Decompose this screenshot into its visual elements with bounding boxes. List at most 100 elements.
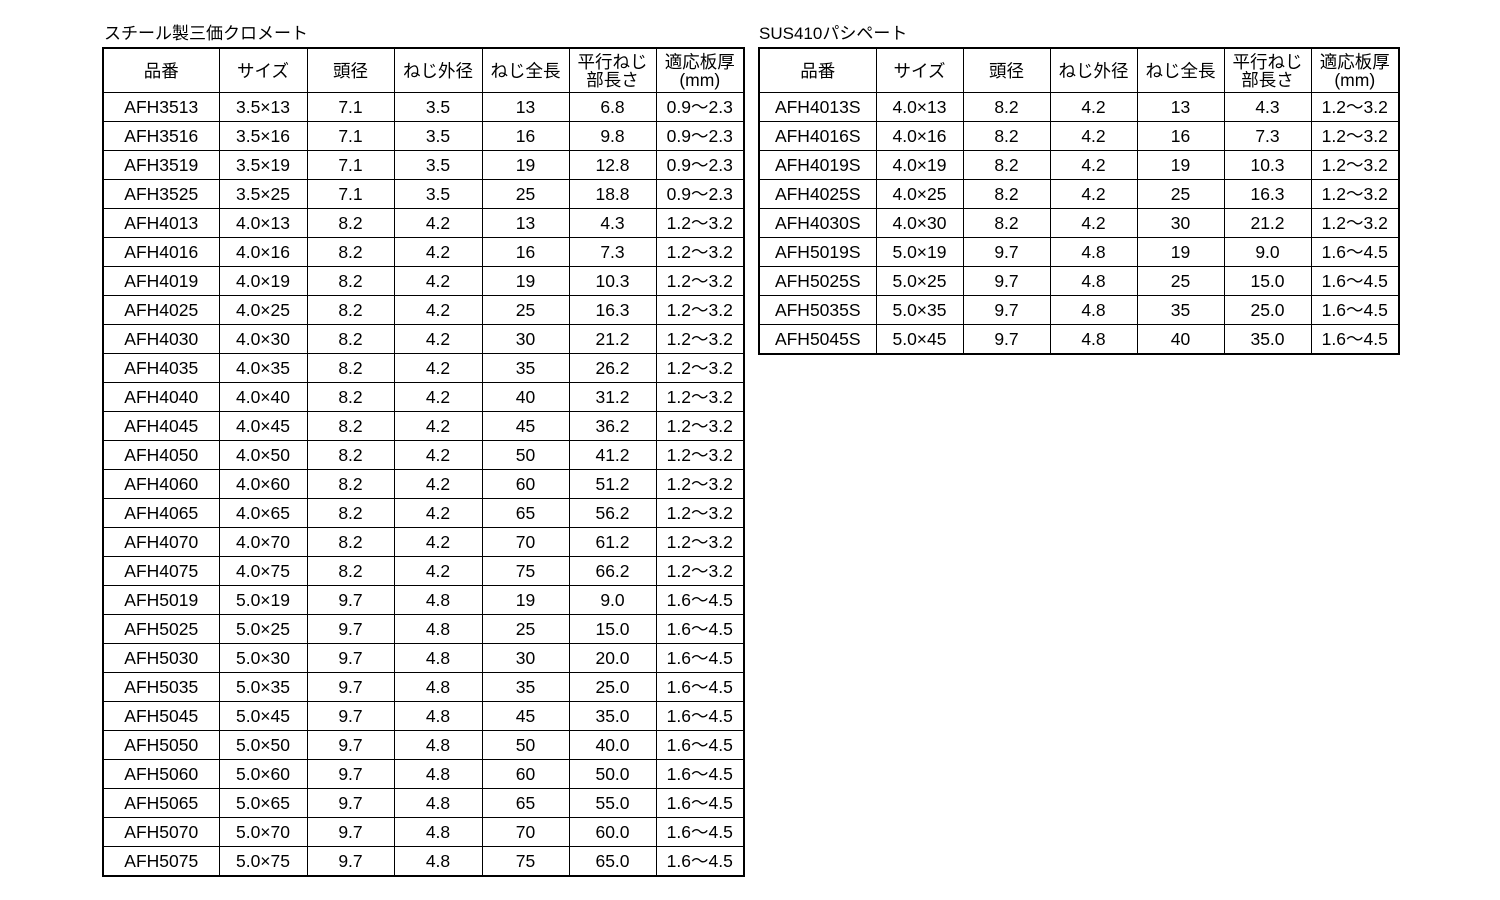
cell-part-number: AFH4065 [102, 498, 220, 528]
cell-size: 4.0×19 [875, 150, 964, 180]
cell-applicable-thickness: 1.2～3.2 [655, 266, 745, 296]
cell-parallel-thread-length: 50.0 [568, 759, 657, 789]
cell-thread-length: 40 [481, 382, 570, 412]
steel-table-title: スチール製三価クロメート [104, 24, 308, 43]
header-thread-diameter: ねじ外径 [393, 47, 483, 93]
cell-thread-diameter: 4.2 [393, 324, 483, 354]
cell-thread-length: 75 [481, 556, 570, 586]
cell-head-diameter: 7.1 [306, 150, 395, 180]
table-row: AFH4019 4.0×19 8.2 4.2 19 10.3 1.2～3.2 [102, 266, 745, 296]
cell-thread-length: 25 [481, 295, 570, 325]
cell-parallel-thread-length: 7.3 [1223, 121, 1312, 151]
cell-part-number: AFH4040 [102, 382, 220, 412]
header-thread-length: ねじ全長 [481, 47, 570, 93]
cell-thread-length: 25 [1136, 266, 1225, 296]
cell-applicable-thickness: 1.2～3.2 [655, 498, 745, 528]
table-row: AFH5070 5.0×70 9.7 4.8 70 60.0 1.6～4.5 [102, 817, 745, 847]
cell-part-number: AFH4030S [758, 208, 877, 238]
cell-parallel-thread-length: 20.0 [568, 643, 657, 673]
cell-parallel-thread-length: 36.2 [568, 411, 657, 441]
cell-head-diameter: 8.2 [306, 440, 395, 470]
cell-parallel-thread-length: 15.0 [1223, 266, 1312, 296]
cell-applicable-thickness: 1.6～4.5 [1310, 266, 1400, 296]
cell-parallel-thread-length: 21.2 [1223, 208, 1312, 238]
cell-applicable-thickness: 1.2～3.2 [1310, 92, 1400, 122]
header-parallel-thread-length: 平行ねじ 部長さ [568, 47, 657, 93]
cell-parallel-thread-length: 66.2 [568, 556, 657, 586]
cell-applicable-thickness: 1.6～4.5 [655, 614, 745, 644]
cell-thread-length: 60 [481, 469, 570, 499]
cell-applicable-thickness: 1.2～3.2 [1310, 121, 1400, 151]
cell-head-diameter: 9.7 [962, 237, 1051, 267]
cell-size: 4.0×40 [218, 382, 308, 412]
cell-part-number: AFH4016S [758, 121, 877, 151]
cell-thread-diameter: 4.2 [1049, 208, 1138, 238]
cell-thread-length: 45 [481, 701, 570, 731]
cell-size: 4.0×30 [218, 324, 308, 354]
cell-applicable-thickness: 1.6～4.5 [1310, 237, 1400, 267]
cell-size: 3.5×16 [218, 121, 308, 151]
cell-size: 5.0×45 [875, 324, 964, 355]
cell-parallel-thread-length: 21.2 [568, 324, 657, 354]
cell-parallel-thread-length: 31.2 [568, 382, 657, 412]
cell-applicable-thickness: 1.6～4.5 [655, 672, 745, 702]
cell-thread-length: 50 [481, 730, 570, 760]
cell-applicable-thickness: 1.2～3.2 [655, 353, 745, 383]
cell-thread-length: 13 [1136, 92, 1225, 122]
cell-part-number: AFH5065 [102, 788, 220, 818]
cell-thread-diameter: 3.5 [393, 92, 483, 122]
cell-thread-length: 70 [481, 527, 570, 557]
cell-size: 4.0×25 [875, 179, 964, 209]
table-row: AFH4013S 4.0×13 8.2 4.2 13 4.3 1.2～3.2 [758, 92, 1400, 122]
cell-head-diameter: 9.7 [306, 817, 395, 847]
cell-part-number: AFH5035 [102, 672, 220, 702]
cell-thread-diameter: 4.8 [393, 730, 483, 760]
cell-parallel-thread-length: 26.2 [568, 353, 657, 383]
cell-size: 4.0×50 [218, 440, 308, 470]
cell-thread-diameter: 4.2 [393, 237, 483, 267]
cell-applicable-thickness: 1.2～3.2 [655, 527, 745, 557]
cell-applicable-thickness: 0.9～2.3 [655, 150, 745, 180]
cell-part-number: AFH4070 [102, 527, 220, 557]
cell-head-diameter: 9.7 [306, 701, 395, 731]
cell-head-diameter: 8.2 [306, 382, 395, 412]
cell-size: 5.0×19 [875, 237, 964, 267]
cell-part-number: AFH5025S [758, 266, 877, 296]
cell-thread-length: 13 [481, 208, 570, 238]
cell-size: 4.0×30 [875, 208, 964, 238]
cell-thread-length: 50 [481, 440, 570, 470]
cell-part-number: AFH4013 [102, 208, 220, 238]
table-row: AFH5050 5.0×50 9.7 4.8 50 40.0 1.6～4.5 [102, 730, 745, 760]
sus-table-title: SUS410パシペート [759, 24, 908, 43]
cell-parallel-thread-length: 6.8 [568, 92, 657, 122]
cell-thread-length: 35 [481, 672, 570, 702]
table-row: AFH3519 3.5×19 7.1 3.5 19 12.8 0.9～2.3 [102, 150, 745, 180]
cell-parallel-thread-length: 4.3 [568, 208, 657, 238]
cell-thread-diameter: 4.2 [393, 411, 483, 441]
header-part-number: 品番 [758, 47, 877, 93]
cell-applicable-thickness: 1.2～3.2 [655, 382, 745, 412]
cell-part-number: AFH5025 [102, 614, 220, 644]
cell-parallel-thread-length: 55.0 [568, 788, 657, 818]
table-row: AFH5025 5.0×25 9.7 4.8 25 15.0 1.6～4.5 [102, 614, 745, 644]
cell-thread-diameter: 4.8 [1049, 295, 1138, 325]
cell-head-diameter: 8.2 [962, 150, 1051, 180]
header-applicable-thickness: 適応板厚 (mm) [1310, 47, 1400, 93]
header-head-diameter: 頭径 [306, 47, 395, 93]
cell-parallel-thread-length: 51.2 [568, 469, 657, 499]
cell-thread-diameter: 4.8 [393, 585, 483, 615]
cell-part-number: AFH3519 [102, 150, 220, 180]
cell-parallel-thread-length: 60.0 [568, 817, 657, 847]
cell-size: 4.0×13 [875, 92, 964, 122]
cell-applicable-thickness: 1.6～4.5 [655, 846, 745, 877]
cell-applicable-thickness: 1.2～3.2 [655, 556, 745, 586]
cell-part-number: AFH3513 [102, 92, 220, 122]
cell-head-diameter: 9.7 [306, 788, 395, 818]
table-row: AFH4070 4.0×70 8.2 4.2 70 61.2 1.2～3.2 [102, 527, 745, 557]
cell-thread-diameter: 4.2 [393, 527, 483, 557]
cell-parallel-thread-length: 56.2 [568, 498, 657, 528]
cell-parallel-thread-length: 9.0 [568, 585, 657, 615]
cell-head-diameter: 9.7 [306, 614, 395, 644]
cell-thread-diameter: 4.8 [393, 817, 483, 847]
cell-part-number: AFH4013S [758, 92, 877, 122]
